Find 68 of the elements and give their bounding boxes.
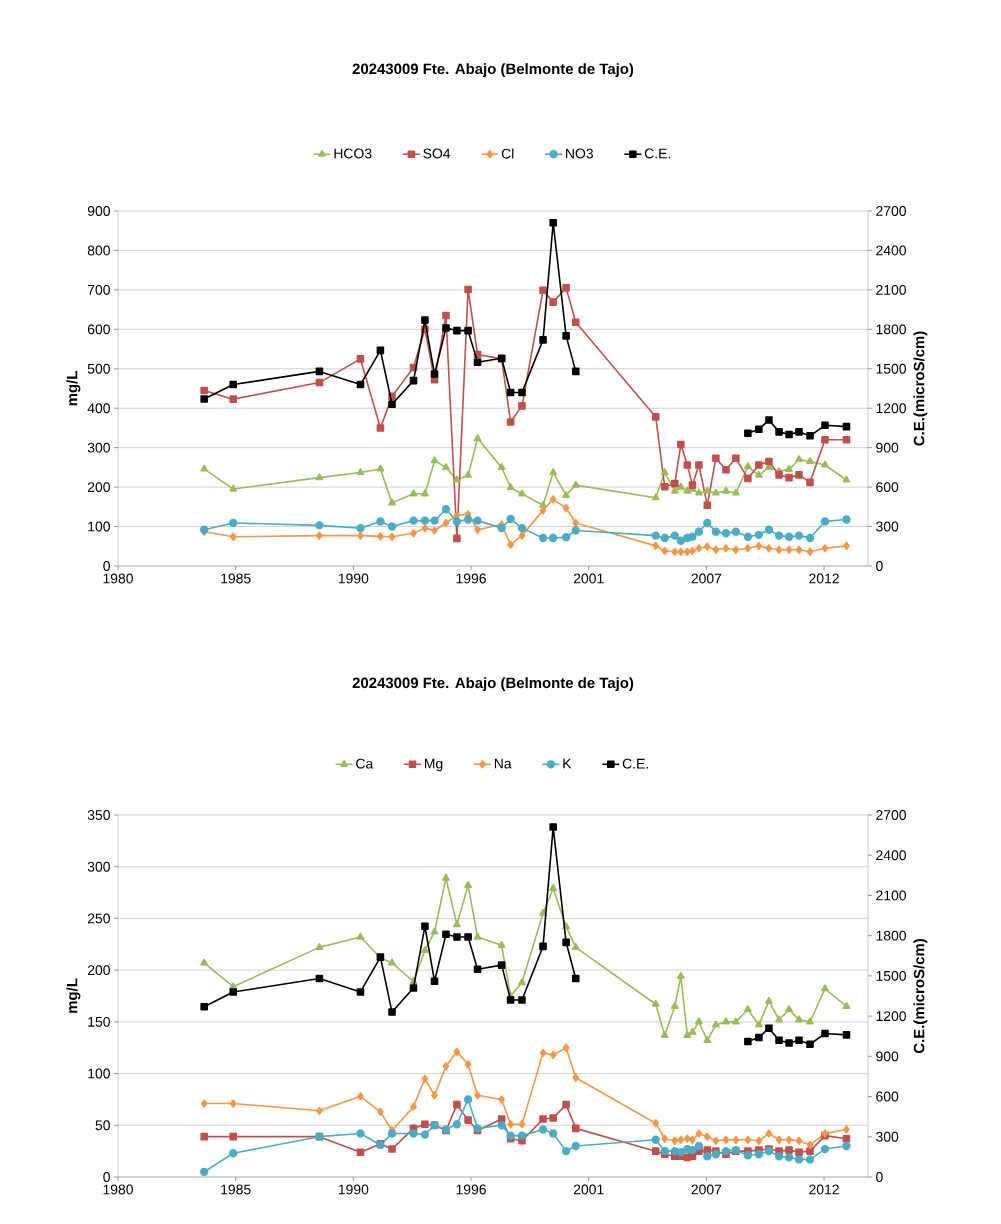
legend-label: Na	[494, 758, 512, 769]
x-tick-label: 1985	[221, 573, 251, 584]
x-tick-label: 1980	[103, 573, 133, 584]
x-tick-label: 2001	[573, 573, 604, 584]
y2-tick-label: 1500	[876, 970, 906, 981]
legend-label: K	[563, 758, 572, 769]
legend-label: Ca	[356, 758, 374, 769]
y-tick-label: 350	[87, 810, 110, 820]
y-tick-label: 50	[95, 1120, 110, 1131]
y2-tick-label: 2700	[876, 810, 906, 820]
x-tick-label: 1990	[338, 573, 369, 584]
y2-tick-label: 300	[876, 1131, 899, 1142]
y2-tick-label: 2100	[876, 890, 906, 901]
y-tick-label: 400	[87, 403, 110, 414]
y2-tick-label: 900	[876, 1051, 899, 1062]
chart-title: 20243009 Fte. Abajo (Belmonte de Tajo)	[352, 677, 634, 692]
y-axis-title: mg/L	[66, 978, 81, 1013]
y2-tick-label: 1200	[876, 1011, 906, 1022]
legend-label: C.E.	[644, 148, 671, 159]
y2-tick-label: 2700	[876, 206, 906, 216]
y2-tick-label: 0	[876, 561, 883, 571]
y-tick-label: 0	[103, 561, 110, 571]
y2-tick-label: 600	[876, 482, 899, 493]
x-tick-label: 1996	[456, 573, 486, 584]
y2-tick-label: 300	[876, 521, 899, 532]
y-tick-label: 250	[87, 913, 110, 924]
x-tick-label: 2001	[573, 1184, 604, 1195]
x-tick-label: 2012	[809, 573, 839, 584]
y-tick-label: 200	[87, 482, 110, 493]
y2-tick-label: 900	[876, 442, 899, 453]
x-tick-label: 1980	[103, 1184, 133, 1195]
legend-label: SO4	[423, 148, 451, 159]
x-tick-label: 1996	[456, 1184, 486, 1195]
y-axis-title: mg/L	[66, 371, 81, 406]
legend-label: C.E.	[622, 758, 648, 769]
legend-label: HCO3	[334, 148, 372, 159]
x-tick-label: 2007	[691, 1184, 722, 1195]
y-tick-label: 0	[103, 1172, 110, 1182]
chart-title: 20243009 Fte. Abajo (Belmonte de Tajo)	[352, 63, 634, 78]
y-tick-label: 600	[87, 324, 110, 335]
y-tick-label: 700	[87, 284, 110, 295]
x-tick-label: 1985	[221, 1184, 251, 1195]
y2-tick-label: 2400	[876, 245, 906, 256]
y-tick-label: 500	[87, 363, 110, 374]
y-tick-label: 200	[87, 965, 110, 976]
legend-label: Cl	[501, 148, 514, 159]
y-tick-label: 100	[88, 1068, 110, 1079]
y2-tick-label: 1500	[876, 363, 906, 374]
legend-label: NO3	[566, 148, 593, 159]
legend-label: Mg	[424, 758, 443, 772]
y2-tick-label: 600	[876, 1091, 899, 1102]
y-tick-label: 150	[88, 1016, 110, 1027]
y-tick-label: 800	[87, 245, 110, 256]
y2-tick-label: 1800	[876, 930, 906, 941]
y-tick-label: 300	[87, 442, 110, 453]
x-tick-label: 2007	[691, 573, 722, 584]
y2-tick-label: 2400	[876, 850, 906, 861]
y2-axis-title: C.E.(microS/cm)	[913, 939, 928, 1054]
y2-tick-label: 1800	[876, 324, 906, 335]
x-tick-label: 1990	[338, 1184, 369, 1195]
y2-tick-label: 2100	[876, 284, 906, 295]
y-tick-label: 300	[87, 861, 110, 872]
y2-axis-title: C.E.(microS/cm)	[913, 331, 928, 446]
y2-tick-label: 0	[876, 1172, 883, 1182]
y2-tick-label: 1200	[876, 403, 906, 414]
y-tick-label: 100	[88, 521, 110, 532]
x-tick-label: 2012	[809, 1184, 839, 1195]
y-tick-label: 900	[87, 206, 110, 216]
